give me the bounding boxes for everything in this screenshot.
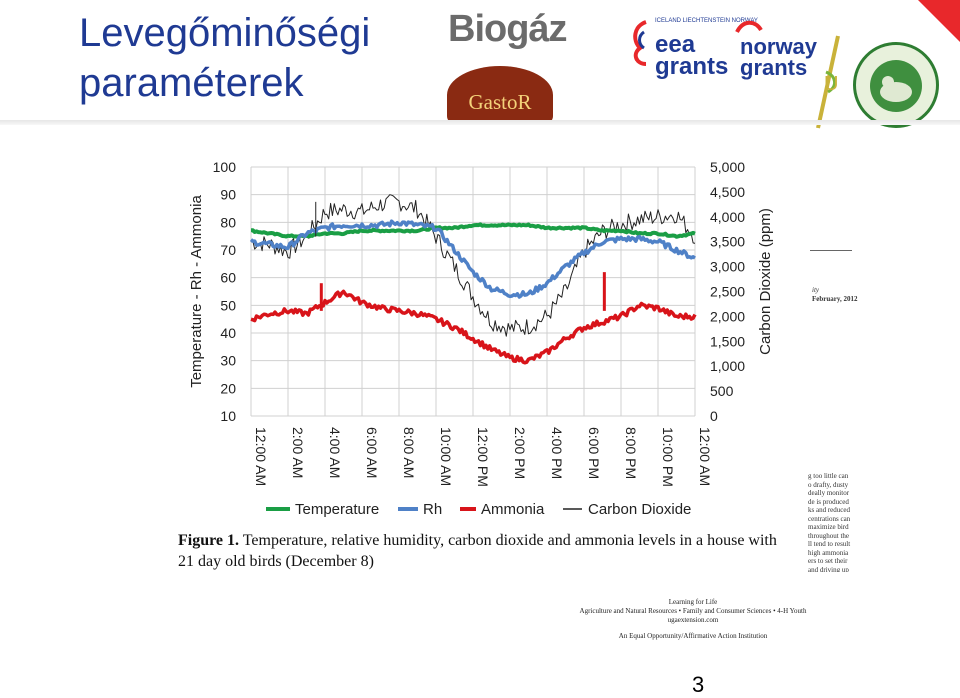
footer-line: Agriculture and Natural Resources • Fami… bbox=[579, 607, 807, 615]
paper-text-line: maximize bird bbox=[808, 523, 849, 531]
legend-label: Ammonia bbox=[481, 501, 545, 518]
y-right-tick-label: 2,500 bbox=[710, 284, 745, 300]
y-left-tick-label: 30 bbox=[220, 353, 236, 369]
series-line-ammonia bbox=[250, 289, 697, 365]
x-tick-label: 4:00 AM bbox=[327, 427, 343, 478]
figure-image: 100 90 80 70 60 50 40 30 20 10 5,000 4,500 4,000 3,50… bbox=[178, 154, 782, 581]
paper-text-line: centrations can bbox=[808, 514, 851, 523]
eea-small-text: ICELAND LIECHTENSTEIN NORWAY bbox=[655, 18, 758, 24]
y-right-tick-label: 3,500 bbox=[710, 234, 745, 250]
page-number: 3 bbox=[692, 672, 705, 697]
x-tick-label: 12:00 AM bbox=[697, 427, 713, 486]
university-wand-icon: U bbox=[816, 35, 840, 129]
x-tick-label: 2:00 PM bbox=[512, 427, 528, 479]
paper-rule bbox=[810, 250, 852, 251]
slide-title-line2: paraméterek bbox=[79, 61, 304, 105]
y-right-tick-label: 3,000 bbox=[710, 259, 745, 275]
slide-header: Levegőminőségi paraméterek Biogáz GastoR… bbox=[0, 0, 960, 129]
paper-footer: Learning for Life Agriculture and Natura… bbox=[578, 598, 808, 641]
y-left-tick-label: 10 bbox=[220, 408, 236, 424]
eea-swirl-icon bbox=[633, 20, 647, 66]
paper-text-line: throughout the bbox=[808, 531, 850, 540]
y-left-tick-label: 50 bbox=[220, 297, 236, 313]
figure-caption: Figure 1. Temperature, relative humidity… bbox=[178, 530, 788, 572]
paper-text-line: ll tend to result bbox=[808, 540, 851, 548]
chart-svg: 100 90 80 70 60 50 40 30 20 10 5,000 4,500 4,000 3,50… bbox=[188, 159, 774, 518]
y-right-axis-label: Carbon Dioxide (ppm) bbox=[757, 208, 774, 355]
legend-label: Rh bbox=[423, 501, 442, 518]
y-left-axis-label: Temperature - Rh - Ammonia bbox=[188, 195, 205, 388]
x-tick-label: 10:00 AM bbox=[438, 427, 454, 486]
caption-text: Temperature, relative humidity, carbon d… bbox=[178, 532, 777, 570]
x-tick-label: 12:00 PM bbox=[475, 427, 491, 487]
biogaz-logo: Biogáz bbox=[448, 8, 568, 50]
header-divider bbox=[0, 120, 960, 125]
y-right-tick-label: 0 bbox=[710, 408, 718, 424]
gastor-logo-badge bbox=[447, 66, 553, 124]
y-right-tick-label: 4,000 bbox=[710, 209, 745, 225]
footer-line: Learning for Life bbox=[668, 598, 718, 606]
y-left-tick-label: 70 bbox=[220, 242, 236, 258]
x-tick-label: 4:00 PM bbox=[549, 427, 565, 479]
paper-side-a: ity bbox=[812, 286, 819, 294]
caption-label: Figure 1. bbox=[178, 532, 240, 549]
svg-text:U: U bbox=[824, 73, 838, 95]
paper-side-b: February, 2012 bbox=[812, 295, 858, 303]
y-left-tick-label: 80 bbox=[220, 214, 236, 230]
paper-text-line: de is produced bbox=[808, 497, 849, 506]
paper-text-line: o drafty, dusty bbox=[808, 480, 849, 489]
paper-text-line: and driving up bbox=[808, 565, 849, 573]
gastor-logo-text: GastoR bbox=[468, 90, 532, 114]
legend-label: Temperature bbox=[295, 501, 379, 518]
corner-accent bbox=[918, 0, 960, 42]
paper-text-line: deally monitor bbox=[808, 489, 850, 497]
footer-line: An Equal Opportunity/Affirmative Action … bbox=[618, 632, 768, 640]
series-line-temperature bbox=[250, 222, 696, 239]
series-line-rh bbox=[249, 219, 696, 299]
y-left-tick-label: 20 bbox=[220, 380, 236, 396]
eea-grants-text: eea grants bbox=[655, 31, 729, 80]
y-right-tick-label: 500 bbox=[710, 383, 734, 399]
x-tick-label: 6:00 AM bbox=[364, 427, 380, 478]
paper-text-line: high ammonia bbox=[808, 548, 849, 557]
x-tick-label: 12:00 AM bbox=[253, 427, 269, 486]
y-right-tick-label: 2,000 bbox=[710, 308, 745, 324]
norway-swirl-icon bbox=[735, 20, 763, 34]
paper-right-column: g too little can o drafty, dusty deally mo… bbox=[808, 472, 852, 572]
norway-grants-text: norway grants bbox=[740, 34, 818, 80]
y-left-tick-label: 100 bbox=[213, 159, 237, 175]
y-left-tick-label: 60 bbox=[220, 270, 236, 286]
y-left-tick-label: 90 bbox=[220, 187, 236, 203]
footer-line: ugaextension.com bbox=[667, 616, 719, 624]
slide-title: Levegőminőségi paraméterek bbox=[79, 8, 370, 108]
y-right-tick-label: 1,500 bbox=[710, 333, 745, 349]
y-right-tick-label: 1,000 bbox=[710, 358, 745, 374]
slide-title-line1: Levegőminőségi bbox=[79, 11, 371, 55]
x-tick-label: 10:00 PM bbox=[660, 427, 676, 487]
paper-text-line: g too little can bbox=[808, 472, 849, 480]
seal-emblem-icon bbox=[870, 60, 922, 112]
y-right-tick-label: 4,500 bbox=[710, 184, 745, 200]
x-tick-label: 6:00 PM bbox=[586, 427, 602, 479]
y-left-tick-label: 40 bbox=[220, 325, 236, 341]
y-right-tick-label: 5,000 bbox=[710, 159, 745, 175]
x-tick-label: 8:00 AM bbox=[401, 427, 417, 478]
x-tick-label: 8:00 PM bbox=[623, 427, 639, 479]
paper-text-line: ers to set their bbox=[808, 557, 848, 565]
legend-label: Carbon Dioxide bbox=[588, 501, 691, 518]
paper-text-line: ks and reduced bbox=[808, 506, 850, 514]
x-tick-label: 2:00 AM bbox=[290, 427, 306, 478]
